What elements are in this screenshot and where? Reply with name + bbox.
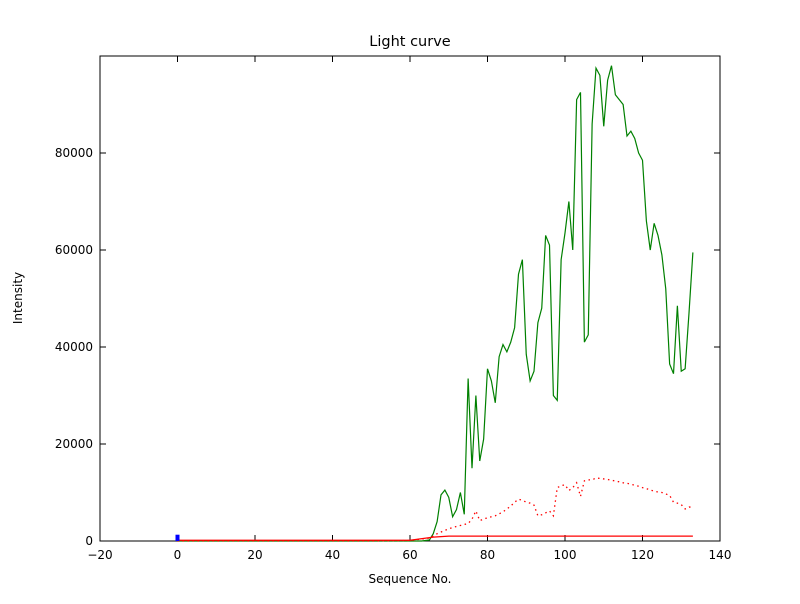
x-axis-label: Sequence No.: [369, 572, 452, 586]
x-tick-label: −20: [87, 548, 112, 562]
x-tick-label: 0: [174, 548, 182, 562]
y-tick-label: 80000: [55, 146, 93, 160]
x-tick-label: 120: [631, 548, 654, 562]
y-axis-label: Intensity: [11, 272, 25, 324]
series-intensity-main: [177, 65, 694, 542]
x-tick-label: 60: [402, 548, 417, 562]
x-tick-label: 80: [480, 548, 495, 562]
plot-frame: [99, 55, 721, 542]
chart-title: Light curve: [369, 34, 451, 50]
y-tick-label: 60000: [55, 243, 93, 257]
y-tick-label: 0: [85, 534, 93, 548]
x-axis-ticks: [99, 56, 721, 541]
series-baseline-flat: [177, 535, 693, 541]
y-tick-labels: 0 20000 40000 60000 80000: [55, 146, 93, 548]
x-tick-labels: −20 0 20 40 60 80 100 120 140: [87, 548, 731, 562]
y-tick-label: 40000: [55, 340, 93, 354]
x-tick-label: 100: [554, 548, 577, 562]
series-lines: [175, 65, 694, 542]
x-tick-label: 40: [325, 548, 340, 562]
y-tick-label: 20000: [55, 437, 93, 451]
y-axis-ticks: [100, 152, 720, 542]
x-tick-label: 140: [709, 548, 732, 562]
x-tick-label: 20: [247, 548, 262, 562]
series-background-dotted: [177, 477, 693, 542]
